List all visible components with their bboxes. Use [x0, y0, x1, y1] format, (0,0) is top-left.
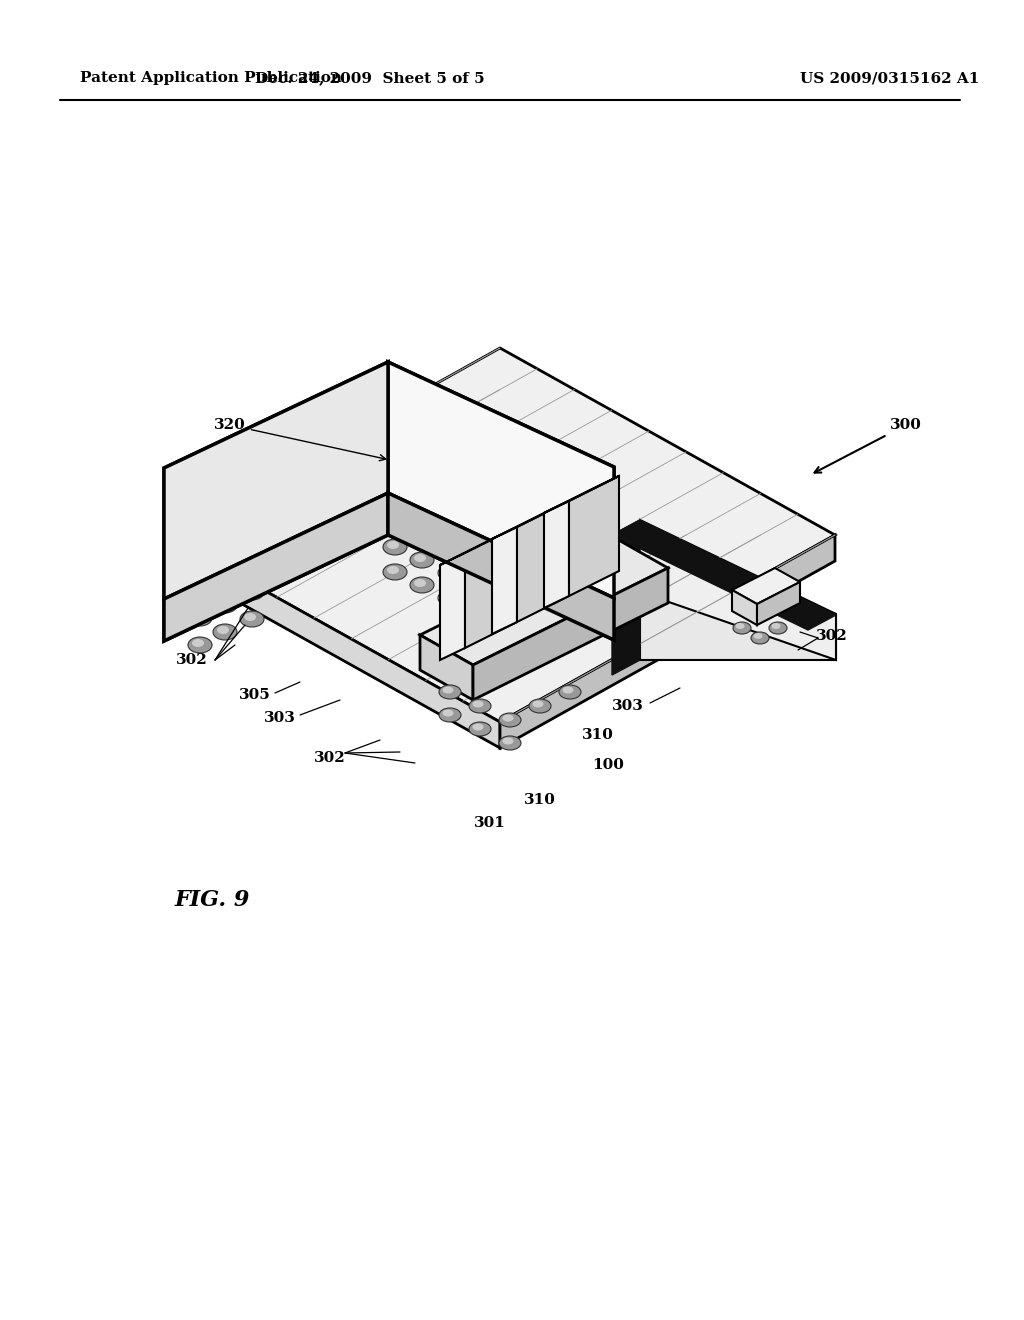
- Polygon shape: [640, 520, 836, 660]
- Polygon shape: [544, 502, 569, 609]
- Ellipse shape: [414, 579, 426, 587]
- Polygon shape: [165, 535, 500, 748]
- Ellipse shape: [469, 700, 490, 713]
- Ellipse shape: [193, 639, 204, 647]
- Ellipse shape: [410, 552, 434, 568]
- Text: 303: 303: [612, 700, 644, 713]
- Ellipse shape: [387, 566, 399, 574]
- Ellipse shape: [383, 539, 407, 554]
- Polygon shape: [465, 528, 515, 648]
- Ellipse shape: [532, 701, 544, 708]
- Polygon shape: [569, 477, 618, 597]
- Ellipse shape: [771, 623, 780, 630]
- Text: 100: 100: [592, 758, 624, 772]
- Ellipse shape: [442, 686, 454, 693]
- Ellipse shape: [244, 612, 256, 620]
- Ellipse shape: [769, 622, 787, 634]
- Polygon shape: [612, 520, 640, 675]
- Ellipse shape: [472, 723, 483, 730]
- Ellipse shape: [217, 626, 229, 634]
- Polygon shape: [732, 568, 800, 605]
- Text: 310: 310: [582, 729, 614, 742]
- Polygon shape: [492, 502, 567, 539]
- Polygon shape: [164, 492, 388, 642]
- Polygon shape: [164, 492, 388, 642]
- Ellipse shape: [442, 710, 454, 717]
- Ellipse shape: [188, 610, 212, 626]
- Ellipse shape: [472, 701, 483, 708]
- Text: US 2009/0315162 A1: US 2009/0315162 A1: [801, 71, 980, 84]
- Ellipse shape: [240, 583, 264, 601]
- Ellipse shape: [499, 737, 521, 750]
- Polygon shape: [440, 528, 515, 565]
- Ellipse shape: [735, 623, 744, 630]
- Ellipse shape: [439, 708, 461, 722]
- Ellipse shape: [442, 591, 454, 601]
- Ellipse shape: [188, 638, 212, 653]
- Ellipse shape: [438, 565, 462, 581]
- Ellipse shape: [383, 564, 407, 579]
- Polygon shape: [164, 362, 388, 599]
- Ellipse shape: [414, 554, 426, 562]
- Polygon shape: [164, 362, 388, 599]
- Ellipse shape: [503, 714, 513, 722]
- Text: Patent Application Publication: Patent Application Publication: [80, 71, 342, 84]
- Text: FIG. 9: FIG. 9: [175, 888, 251, 911]
- Ellipse shape: [503, 738, 513, 744]
- Polygon shape: [492, 527, 517, 634]
- Ellipse shape: [751, 632, 769, 644]
- Text: 301: 301: [474, 816, 506, 830]
- Polygon shape: [473, 568, 668, 700]
- Ellipse shape: [469, 722, 490, 737]
- Text: 300: 300: [814, 418, 922, 473]
- Polygon shape: [732, 590, 757, 624]
- Text: 310: 310: [524, 793, 556, 807]
- Polygon shape: [517, 502, 567, 622]
- Ellipse shape: [193, 612, 204, 620]
- Ellipse shape: [410, 577, 434, 593]
- Polygon shape: [440, 553, 465, 660]
- Ellipse shape: [213, 624, 237, 640]
- Ellipse shape: [244, 586, 256, 594]
- Text: 302: 302: [816, 630, 848, 643]
- Polygon shape: [165, 348, 835, 722]
- Text: 320: 320: [214, 418, 386, 461]
- Text: Dec. 24, 2009  Sheet 5 of 5: Dec. 24, 2009 Sheet 5 of 5: [255, 71, 484, 84]
- Ellipse shape: [499, 713, 521, 727]
- Ellipse shape: [213, 597, 237, 612]
- Ellipse shape: [438, 590, 462, 606]
- Polygon shape: [612, 520, 836, 630]
- Ellipse shape: [562, 686, 573, 693]
- Polygon shape: [388, 362, 614, 598]
- Ellipse shape: [240, 611, 264, 627]
- Polygon shape: [420, 635, 473, 700]
- Text: 302: 302: [314, 751, 346, 766]
- Polygon shape: [420, 539, 668, 665]
- Polygon shape: [388, 492, 614, 640]
- Ellipse shape: [387, 541, 399, 549]
- Polygon shape: [614, 537, 836, 660]
- Ellipse shape: [529, 700, 551, 713]
- Polygon shape: [500, 535, 835, 748]
- Ellipse shape: [754, 634, 763, 639]
- Text: 305: 305: [240, 688, 271, 702]
- Text: 303: 303: [264, 711, 296, 725]
- Polygon shape: [388, 492, 614, 640]
- Polygon shape: [757, 582, 800, 624]
- Ellipse shape: [439, 685, 461, 700]
- Ellipse shape: [733, 622, 751, 634]
- Text: 302: 302: [176, 653, 208, 667]
- Polygon shape: [544, 477, 618, 513]
- Polygon shape: [388, 362, 614, 598]
- Ellipse shape: [559, 685, 581, 700]
- Ellipse shape: [442, 568, 454, 576]
- Ellipse shape: [217, 599, 229, 607]
